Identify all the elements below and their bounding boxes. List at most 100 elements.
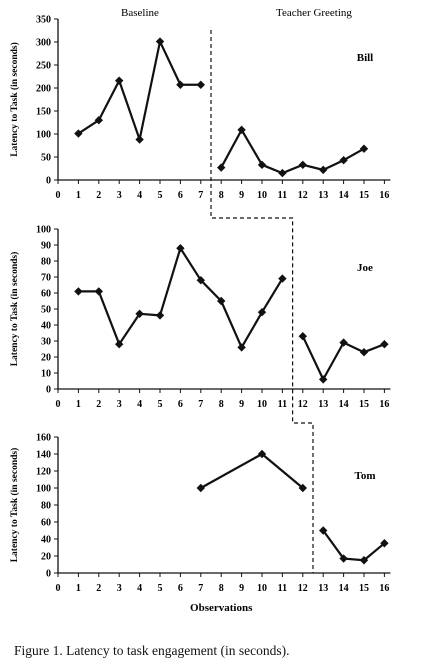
- data-point: [237, 125, 246, 135]
- x-tick-label: 6: [178, 190, 183, 201]
- series-line-intervention: [220, 128, 365, 175]
- y-tick-label: 80: [41, 501, 51, 512]
- data-point: [319, 165, 328, 175]
- data-point: [217, 163, 226, 172]
- data-point: [74, 129, 83, 138]
- data-point: [176, 244, 185, 253]
- data-point: [339, 338, 348, 347]
- x-tick-label: 12: [298, 583, 308, 594]
- y-tick-label: 20: [41, 552, 51, 563]
- x-tick-label: 15: [359, 190, 369, 201]
- data-point: [94, 287, 103, 296]
- x-tick-label: 9: [239, 190, 244, 201]
- series-line-baseline: [78, 247, 284, 349]
- x-tick-label: 6: [178, 583, 183, 594]
- data-point: [359, 556, 369, 565]
- x-tick-label: 5: [158, 583, 163, 594]
- figure-caption: Figure 1. Latency to task engagement (in…: [14, 643, 290, 658]
- y-tick-label: 100: [36, 225, 51, 236]
- data-point: [380, 340, 389, 349]
- data-point: [298, 332, 307, 341]
- data-point: [176, 80, 185, 89]
- data-point: [94, 116, 103, 125]
- x-tick-label: 7: [198, 583, 203, 594]
- x-tick-label: 13: [318, 190, 328, 201]
- x-tick-label: 4: [137, 190, 142, 201]
- x-tick-label: 3: [117, 583, 122, 594]
- data-point: [359, 348, 369, 357]
- x-tick-label: 7: [198, 190, 203, 201]
- y-tick-label: 200: [36, 84, 51, 95]
- x-tick-label: 4: [137, 399, 142, 410]
- y-tick-label: 250: [36, 61, 51, 72]
- data-point: [155, 311, 165, 320]
- x-tick-label: 13: [318, 399, 328, 410]
- y-tick-label: 300: [36, 38, 51, 49]
- y-tick-label: 100: [36, 484, 51, 495]
- y-tick-label: 60: [41, 289, 51, 300]
- x-tick-label: 8: [219, 190, 224, 201]
- data-point: [319, 526, 328, 535]
- data-point: [319, 375, 328, 384]
- y-tick-label: 40: [41, 535, 51, 546]
- x-tick-label: 6: [178, 399, 183, 410]
- y-tick-label: 0: [46, 385, 51, 396]
- x-tick-label: 0: [56, 399, 61, 410]
- y-tick-label: 50: [41, 305, 51, 316]
- data-point: [74, 287, 83, 296]
- data-point: [135, 309, 144, 318]
- x-tick-label: 10: [257, 583, 267, 594]
- y-tick-label: 0: [46, 569, 51, 580]
- y-tick-label: 80: [41, 257, 51, 268]
- x-tick-label: 12: [298, 190, 308, 201]
- data-point: [359, 144, 369, 153]
- x-tick-label: 16: [379, 583, 389, 594]
- y-tick-label: 60: [41, 518, 51, 529]
- x-tick-label: 14: [339, 583, 349, 594]
- data-point: [196, 276, 205, 285]
- x-tick-label: 1: [76, 583, 81, 594]
- y-axis-label: Latency to Task (in seconds): [9, 448, 20, 563]
- x-tick-label: 2: [96, 583, 101, 594]
- y-tick-label: 50: [41, 153, 51, 164]
- x-tick-label: 1: [76, 399, 81, 410]
- x-tick-label: 0: [56, 190, 61, 201]
- data-point: [257, 308, 267, 317]
- y-tick-label: 30: [41, 337, 51, 348]
- x-tick-label: 10: [257, 399, 267, 410]
- x-tick-label: 14: [339, 190, 349, 201]
- participant-label: Bill: [357, 52, 374, 64]
- y-tick-label: 350: [36, 15, 51, 26]
- data-point: [339, 156, 348, 165]
- data-point: [196, 80, 205, 89]
- y-tick-label: 0: [46, 176, 51, 187]
- x-tick-label: 14: [339, 399, 349, 410]
- y-tick-label: 10: [41, 369, 51, 380]
- data-point: [135, 135, 144, 144]
- y-tick-label: 40: [41, 321, 51, 332]
- x-tick-label: 11: [278, 399, 287, 410]
- x-tick-label: 10: [257, 190, 267, 201]
- series-line-baseline: [200, 452, 304, 489]
- phase-change-line: [210, 30, 314, 573]
- y-tick-label: 140: [36, 450, 51, 461]
- x-tick-label: 8: [219, 583, 224, 594]
- x-tick-label: 4: [137, 583, 142, 594]
- x-tick-label: 15: [359, 399, 369, 410]
- x-tick-label: 7: [198, 399, 203, 410]
- participant-label: Joe: [357, 262, 373, 274]
- participant-label: Tom: [355, 470, 376, 482]
- x-tick-label: 8: [219, 399, 224, 410]
- x-tick-label: 2: [96, 399, 101, 410]
- x-tick-label: 3: [117, 399, 122, 410]
- y-axis-label: Latency to Task (in seconds): [9, 42, 20, 157]
- y-axis-label: Latency to Task (in seconds): [9, 252, 20, 367]
- data-point: [339, 554, 348, 563]
- x-tick-label: 5: [158, 190, 163, 201]
- data-point: [196, 483, 205, 493]
- x-tick-label: 11: [278, 583, 287, 594]
- series-line-baseline: [77, 40, 201, 141]
- y-tick-label: 90: [41, 241, 51, 252]
